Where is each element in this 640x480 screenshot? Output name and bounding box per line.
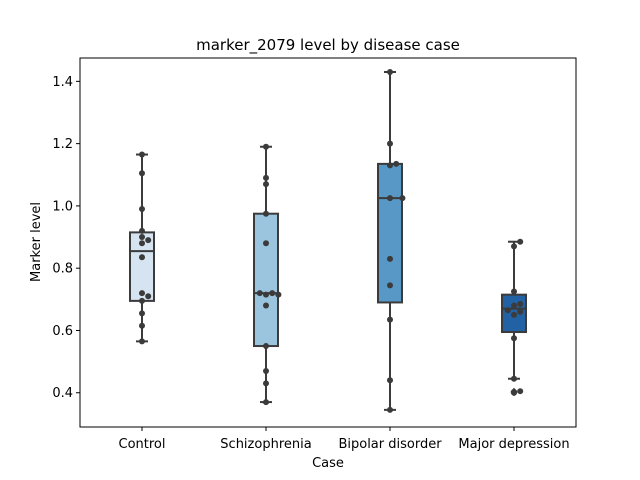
data-point (387, 140, 393, 147)
data-point (263, 291, 269, 298)
data-point (263, 367, 269, 374)
data-point (387, 316, 393, 323)
data-point (511, 243, 517, 250)
data-point (139, 151, 145, 158)
data-point (387, 195, 393, 202)
data-point (511, 389, 517, 396)
data-point (256, 290, 263, 297)
y-tick-label: 0.8 (52, 262, 73, 277)
data-point (139, 206, 145, 213)
y-axis-label: Marker level (29, 202, 44, 282)
data-point (263, 399, 269, 406)
data-point (517, 238, 524, 245)
x-tick-label: Schizophrenia (220, 437, 311, 452)
data-point (387, 69, 393, 76)
data-point (387, 282, 393, 289)
data-point (387, 255, 393, 262)
data-point (387, 162, 393, 169)
data-point (263, 143, 269, 150)
data-point (263, 302, 269, 309)
plot-frame (79, 57, 577, 428)
data-point (387, 377, 393, 384)
data-point (263, 380, 269, 387)
x-tick-label: Control (119, 437, 166, 452)
data-point (139, 322, 145, 329)
data-point (139, 310, 145, 317)
data-point (263, 174, 269, 181)
data-point (517, 308, 524, 315)
box-iqr (377, 162, 403, 304)
data-point (393, 160, 400, 167)
x-tick-label: Major depression (458, 437, 569, 452)
data-point (145, 237, 152, 244)
data-point (517, 388, 524, 395)
data-point (387, 406, 393, 413)
plot-area: 0.4 0.6 0.8 1.0 1.2 1.4 Control Schizophrenia Bi… (52, 69, 570, 452)
data-point (511, 335, 517, 342)
data-point (517, 301, 524, 307)
chart-title: marker_2079 level by disease case (196, 36, 460, 55)
data-point (263, 181, 269, 188)
y-tick-label: 1.0 (52, 199, 73, 214)
data-point (399, 195, 406, 202)
y-tick-label: 1.2 (52, 137, 73, 152)
data-point (139, 254, 145, 261)
data-point (511, 288, 517, 295)
y-tick-label: 1.4 (52, 75, 73, 90)
data-point (139, 234, 145, 241)
y-tick-label: 0.4 (52, 386, 73, 401)
data-point (263, 240, 269, 247)
data-point (263, 343, 269, 350)
x-axis-label: Case (312, 456, 344, 471)
y-tick-label: 0.6 (52, 324, 73, 339)
data-point (275, 291, 282, 298)
data-point (139, 297, 145, 304)
data-point (139, 338, 145, 345)
data-point (139, 240, 145, 247)
x-tick-label: Bipolar disorder (338, 437, 442, 452)
data-point (269, 290, 276, 297)
data-point (511, 302, 517, 309)
box-iqr (253, 212, 279, 348)
data-point (139, 170, 145, 177)
data-point (504, 307, 511, 314)
data-point (145, 293, 152, 300)
data-point (511, 311, 517, 318)
data-point (139, 227, 145, 234)
data-point (139, 290, 145, 297)
data-point (511, 375, 517, 382)
data-point (263, 210, 269, 217)
